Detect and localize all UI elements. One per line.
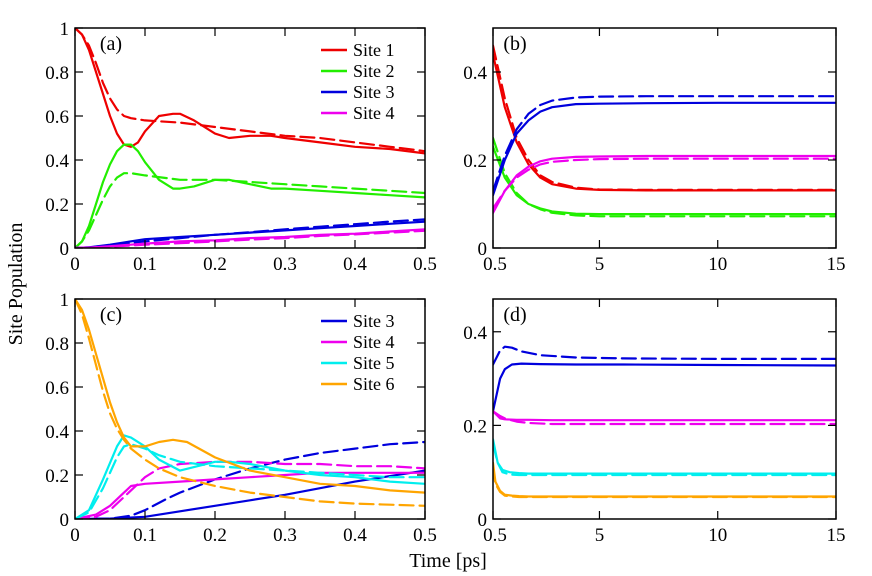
panel-d-site-6-dashed-line [493,466,836,499]
panel-c-site-5-solid-line [75,434,425,519]
panel-b-frame [492,27,837,249]
panel-b-x-tick-label: 0.5 [483,254,507,275]
panel-a-x-tick-label: 0.1 [133,254,157,275]
panel-a-label: (a) [100,33,122,55]
legend-entry-label: Site 4 [353,332,395,352]
panel-c-x-tick-label: 0.4 [343,525,367,546]
legend-entry-label: Site 3 [353,82,395,102]
panel-b-curves [493,44,836,218]
panel-b-site-1-solid-line [493,53,836,192]
panel-a-x-tick-label: 0.4 [343,254,367,275]
panel-a-y-tick-label: 0.4 [45,151,69,172]
panel-b-x-tick-label: 5 [595,254,605,275]
panel-c-x-tick-label: 0 [70,525,80,546]
panel-d-x-tick-label: 10 [708,525,727,546]
panel-d-y-tick-label: 0 [478,510,488,531]
panel-c-site-4-solid-line [75,471,425,519]
panel-d-x-tick-label: 15 [827,525,846,546]
panel-a-x-tick-label: 0.2 [203,254,227,275]
panel-a-y-tick-label: 0.2 [45,195,69,216]
panel-c-x-tick-label: 0.5 [413,525,437,546]
panel-c-site-6-solid-line [75,299,425,494]
panel-d-site-3-solid-line [493,362,836,413]
panel-d-y-tick-label: 0.2 [463,416,487,437]
panel-d-label: (d) [503,304,526,326]
panel-b-site-3-solid-line [493,101,836,197]
x-axis-title: Time [ps] [409,550,487,572]
panel-b-site-2-dashed-line [493,136,836,218]
panel-c-x-tick-label: 0.3 [273,525,297,546]
panel-a-curves [75,28,425,248]
panel-a-x-tick-label: 0.5 [413,254,437,275]
panel-a-site-2-solid-line [75,143,425,248]
panel-c-site-5-dashed-line [75,443,425,519]
panel-a-site-1-dashed-line [75,28,425,153]
panel-a-frame [74,27,426,249]
panel-c-y-tick-label: 1 [60,290,70,311]
panel-b-site-4-dashed-line [493,157,836,210]
panel-b-site-1-dashed-line [493,44,836,191]
panel-b-x-tick-label: 10 [708,254,727,275]
panel-c-y-tick-label: 0.2 [45,466,69,487]
panel-d-x-tick-label: 0.5 [483,525,507,546]
y-axis-title: Site Population [5,223,27,346]
panel-d-site-6-solid-line [493,461,836,498]
panel-c-y-tick-label: 0 [60,510,70,531]
legend-entry-label: Site 6 [353,374,395,394]
panel-a-y-tick-label: 0.8 [45,63,69,84]
panel-d-x-tick-label: 5 [595,525,605,546]
panel-a-y-tick-label: 0 [60,239,70,260]
panel-d-site-4-dashed-line [493,410,836,426]
panel-d-site-3-dashed-line [493,345,836,366]
axes-layer: 0 0.1 0.2 0.3 0.4 0.500.20.40.60.81(a) Site 1S… [45,19,845,546]
legend-entry-label: Site 5 [353,353,395,373]
panel-a-y-tick-label: 1 [60,19,70,40]
panel-d-site-4-solid-line [493,410,836,422]
panel-d-site-5-dashed-line [493,443,836,477]
panel-b-x-tick-label: 15 [827,254,846,275]
legend-entry-label: Site 1 [353,40,395,60]
panel-a-y-tick-label: 0.6 [45,107,69,128]
panel-b-label: (b) [503,33,526,55]
panel-d-site-5-solid-line [493,438,836,475]
panel-b-site-2-solid-line [493,145,836,216]
panel-c-y-tick-label: 0.4 [45,422,69,443]
panel-b-y-tick-label: 0.4 [463,63,487,84]
panel-a-site-2-dashed-line [75,172,425,248]
curves-layer [75,28,836,519]
panel-d-y-tick-label: 0.4 [463,323,487,344]
panel-a-x-tick-label: 0 [70,254,80,275]
panel-c-y-tick-label: 0.8 [45,334,69,355]
panel-b-y-tick-label: 0.2 [463,151,487,172]
panel-c-frame [74,298,426,520]
panel-c-site-6-dashed-line [75,299,425,507]
panel-c-x-tick-label: 0.1 [133,525,157,546]
panel-a-site-4-dashed-line [75,229,425,248]
legend-entry-label: Site 4 [353,103,395,123]
panel-c-curves [75,299,425,519]
panel-a-site-1-solid-line [75,28,425,155]
panel-c-label: (c) [100,304,122,326]
legend-entry-label: Site 2 [353,61,395,81]
panel-c-y-tick-label: 0.6 [45,378,69,399]
panel-a-x-tick-label: 0.3 [273,254,297,275]
panel-b-site-3-dashed-line [493,95,836,192]
panel-d-frame [492,298,837,520]
legend-entry-label: Site 3 [353,311,395,331]
panel-d-curves [493,345,836,499]
panel-b-y-tick-label: 0 [478,239,488,260]
panel-c-x-tick-label: 0.2 [203,525,227,546]
